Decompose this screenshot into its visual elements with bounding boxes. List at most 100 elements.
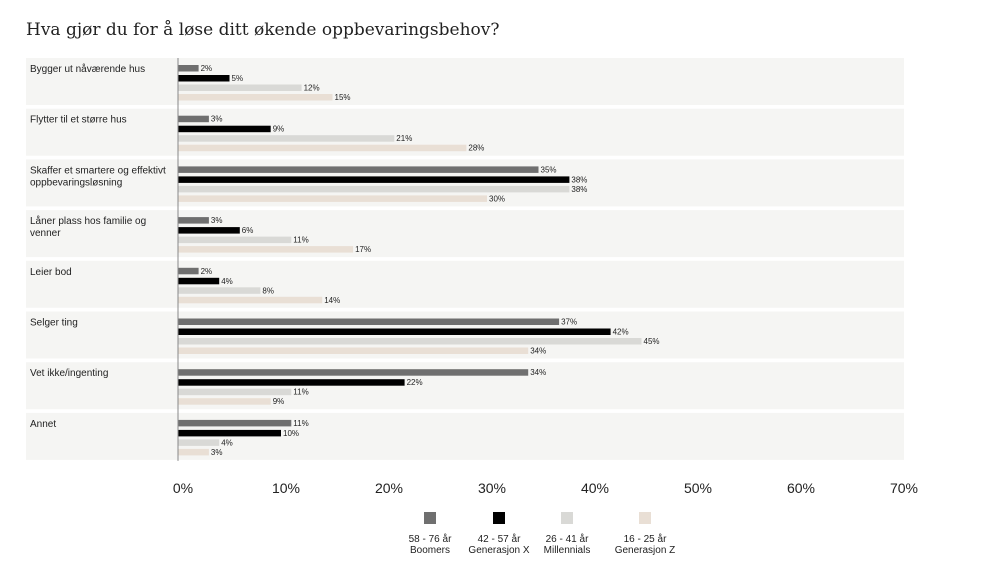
category-label: Vet ikke/ingenting (30, 368, 108, 379)
category-label-line: venner (30, 228, 61, 239)
row-background (26, 58, 904, 105)
legend-label-group: Boomers (409, 545, 450, 556)
x-tick-label: 0% (173, 480, 193, 496)
bar-value-label: 8% (262, 286, 274, 295)
bar-value-label: 34% (530, 368, 546, 377)
bar (178, 398, 271, 405)
category-label-line: Bygger ut nåværende hus (30, 63, 145, 75)
bar (178, 388, 292, 396)
category-label-line: Selger ting (30, 318, 78, 329)
x-tick-label: 50% (684, 480, 712, 496)
bar-value-label: 4% (221, 277, 233, 286)
category-label: Skaffer et smartere og effektivt oppbevar… (30, 165, 166, 188)
bar-value-label: 9% (273, 125, 285, 134)
legend-swatch-millennials (561, 512, 573, 524)
bar (178, 236, 292, 244)
bar (178, 347, 529, 354)
bar-value-label: 45% (644, 337, 660, 346)
bar (178, 176, 570, 183)
bar (178, 296, 323, 304)
bar (178, 267, 199, 275)
x-tick-label: 10% (272, 480, 300, 496)
bar (178, 338, 642, 345)
bar (178, 227, 240, 234)
legend-label-age: 16 - 25 år (623, 534, 667, 545)
legend-label-group: Millennials (543, 545, 591, 556)
bar (178, 217, 209, 224)
bar-value-label: 42% (613, 328, 629, 337)
legend-item-millennials: 26 - 41 år Millennials (527, 512, 607, 556)
bar (178, 419, 292, 427)
bar (178, 65, 199, 72)
x-tick-label: 30% (478, 480, 506, 496)
bar (178, 277, 220, 285)
bar-value-label: 34% (530, 347, 546, 356)
bar-value-label: 30% (489, 194, 505, 203)
bar-value-label: 9% (273, 397, 285, 406)
legend-item-generasjon-x: 42 - 57 år Generasjon X (459, 512, 539, 556)
bar-value-label: 5% (232, 74, 244, 83)
category-label-line: Annet (30, 419, 56, 430)
bar (178, 75, 230, 82)
legend-item-boomers: 58 - 76 år Boomers (390, 512, 470, 556)
bar-value-label: 12% (304, 84, 320, 93)
bar-value-label: 2% (201, 267, 213, 276)
x-tick-label: 20% (375, 480, 403, 496)
category-label-line: Leier bod (30, 267, 72, 278)
x-tick-label: 70% (890, 480, 918, 496)
bar-value-label: 4% (221, 438, 233, 447)
bar-value-label: 38% (571, 175, 587, 184)
bar-value-label: 38% (571, 185, 587, 194)
bar (178, 185, 570, 193)
legend-label-group: Generasjon Z (614, 545, 676, 556)
bar-value-label: 6% (242, 226, 254, 235)
x-tick-label: 60% (787, 480, 815, 496)
bar-value-label: 10% (283, 429, 299, 438)
bar (178, 379, 405, 386)
bar (178, 246, 354, 253)
bar (178, 125, 271, 133)
bar (178, 115, 209, 123)
bar-value-label: 2% (201, 64, 213, 73)
category-label-line: Vet ikke/ingenting (30, 368, 108, 379)
category-label: Leier bod (30, 267, 72, 278)
bar (178, 328, 611, 335)
category-label: Låner plass hos familie og venner (30, 215, 146, 239)
bar-value-label: 22% (407, 378, 423, 387)
legend-label-age: 26 - 41 år (545, 534, 589, 545)
x-tick-label: 40% (581, 480, 609, 496)
bar-value-label: 21% (396, 134, 412, 143)
legend-swatch-boomers (424, 512, 436, 524)
bar (178, 144, 467, 152)
bar (178, 287, 261, 294)
row-background (26, 412, 904, 460)
bar (178, 166, 539, 173)
bar-value-label: 11% (293, 236, 308, 245)
bar (178, 318, 560, 325)
legend-swatch-generasjon-x (493, 512, 505, 524)
bar (178, 84, 302, 91)
row-background (26, 260, 904, 308)
bar (178, 429, 281, 437)
legend: 58 - 76 år Boomers 42 - 57 år Generasjon… (390, 512, 690, 562)
bar (178, 195, 487, 202)
category-label-line: Låner plass hos familie og (30, 215, 146, 227)
legend-label-age: 58 - 76 år (408, 534, 452, 545)
bar-value-label: 17% (355, 245, 371, 254)
bar (178, 439, 220, 446)
category-label-line: Flytter til et større hus (30, 115, 127, 126)
legend-label-age: 42 - 57 år (477, 534, 521, 545)
category-label-line: Skaffer et smartere og effektivt (30, 165, 166, 176)
bar-value-label: 3% (211, 448, 223, 457)
bar (178, 94, 333, 101)
bar-value-label: 14% (324, 296, 340, 305)
bar-value-label: 15% (335, 93, 351, 102)
category-label-line: oppbevaringsløsning (30, 177, 122, 188)
bar-value-label: 3% (211, 115, 223, 124)
bar (178, 369, 529, 376)
bar-value-label: 3% (211, 216, 223, 225)
bar-value-label: 28% (468, 144, 484, 153)
row-background (26, 210, 904, 258)
legend-swatch-generasjon-z (639, 512, 651, 524)
